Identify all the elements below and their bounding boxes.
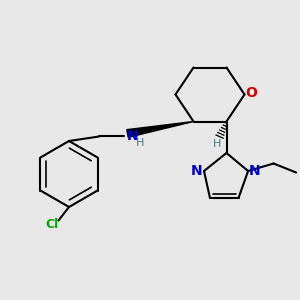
Polygon shape — [127, 122, 194, 137]
Text: Cl: Cl — [46, 218, 59, 232]
Text: N: N — [191, 164, 202, 178]
Text: N: N — [249, 164, 260, 178]
Text: H: H — [213, 139, 222, 149]
Text: N: N — [127, 129, 139, 143]
Text: H: H — [136, 138, 144, 148]
Text: O: O — [245, 86, 257, 100]
